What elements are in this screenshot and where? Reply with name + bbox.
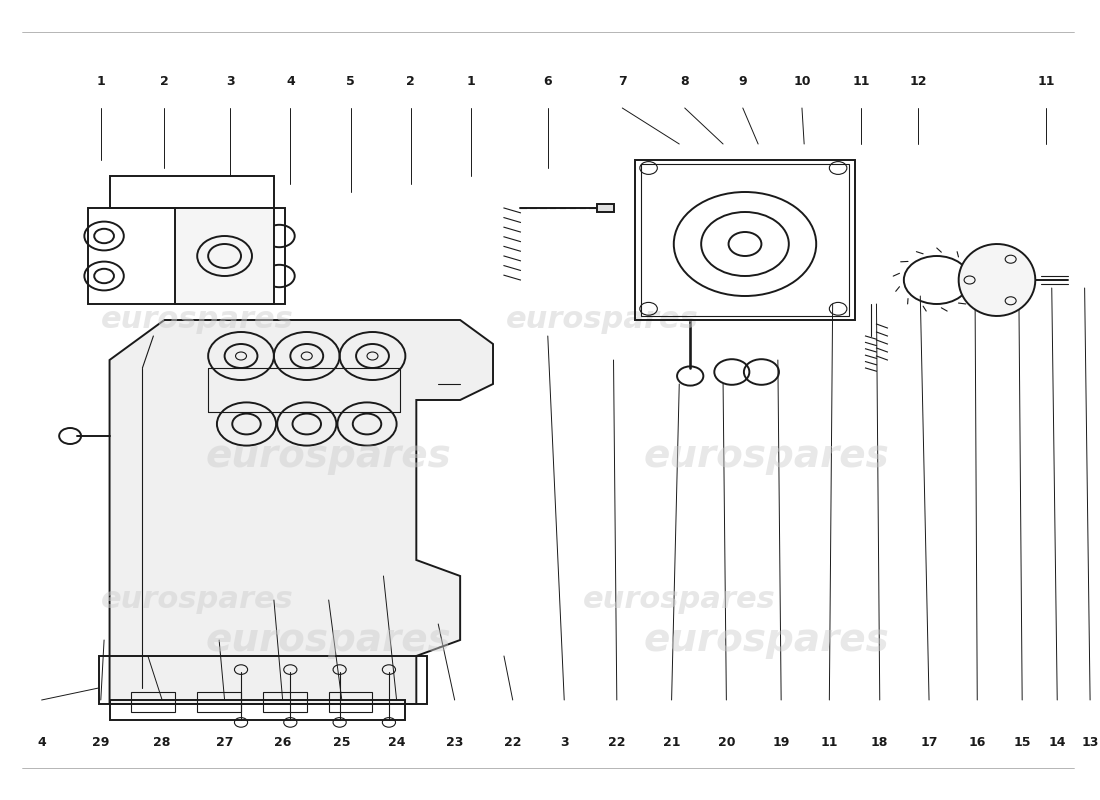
- Text: 16: 16: [969, 736, 986, 749]
- Text: 3: 3: [560, 736, 569, 749]
- Text: 18: 18: [871, 736, 889, 749]
- Text: 4: 4: [286, 75, 295, 88]
- Text: 26: 26: [274, 736, 292, 749]
- Text: eurospares: eurospares: [101, 586, 294, 614]
- Bar: [110, 700, 406, 720]
- Text: 19: 19: [772, 736, 790, 749]
- Bar: [597, 204, 614, 212]
- Text: 23: 23: [446, 736, 463, 749]
- Bar: [132, 692, 175, 712]
- Bar: [263, 692, 307, 712]
- Text: 22: 22: [608, 736, 626, 749]
- Text: 20: 20: [717, 736, 735, 749]
- Bar: [88, 208, 285, 304]
- Text: 5: 5: [346, 75, 355, 88]
- Text: 14: 14: [1048, 736, 1066, 749]
- Text: 28: 28: [154, 736, 170, 749]
- Polygon shape: [110, 320, 493, 704]
- Text: 15: 15: [1013, 736, 1031, 749]
- Text: eurospares: eurospares: [206, 437, 451, 475]
- Text: 10: 10: [793, 75, 811, 88]
- Bar: [99, 656, 427, 704]
- Text: 29: 29: [92, 736, 110, 749]
- Text: 11: 11: [821, 736, 838, 749]
- Text: 6: 6: [543, 75, 552, 88]
- Text: 8: 8: [681, 75, 689, 88]
- Bar: [197, 692, 241, 712]
- Polygon shape: [959, 244, 1035, 316]
- Bar: [110, 176, 274, 208]
- Text: 24: 24: [388, 736, 405, 749]
- Text: eurospares: eurospares: [583, 586, 775, 614]
- Text: 12: 12: [910, 75, 927, 88]
- Bar: [175, 208, 274, 304]
- Text: 22: 22: [504, 736, 521, 749]
- Text: 2: 2: [407, 75, 415, 88]
- Text: 1: 1: [97, 75, 106, 88]
- Text: 27: 27: [216, 736, 233, 749]
- Text: 7: 7: [618, 75, 627, 88]
- Text: 13: 13: [1081, 736, 1099, 749]
- Text: 2: 2: [160, 75, 168, 88]
- Bar: [636, 160, 855, 320]
- Text: 25: 25: [333, 736, 351, 749]
- Text: eurospares: eurospares: [206, 621, 451, 659]
- Bar: [641, 164, 849, 316]
- Text: eurospares: eurospares: [644, 437, 890, 475]
- Text: eurospares: eurospares: [506, 306, 698, 334]
- Text: 1: 1: [466, 75, 475, 88]
- Text: 9: 9: [738, 75, 747, 88]
- Text: 21: 21: [663, 736, 680, 749]
- Text: 11: 11: [1037, 75, 1055, 88]
- Text: eurospares: eurospares: [101, 306, 294, 334]
- Text: 4: 4: [37, 736, 46, 749]
- Text: 3: 3: [226, 75, 234, 88]
- Text: 17: 17: [921, 736, 938, 749]
- Text: eurospares: eurospares: [644, 621, 890, 659]
- Bar: [329, 692, 373, 712]
- Text: 11: 11: [852, 75, 870, 88]
